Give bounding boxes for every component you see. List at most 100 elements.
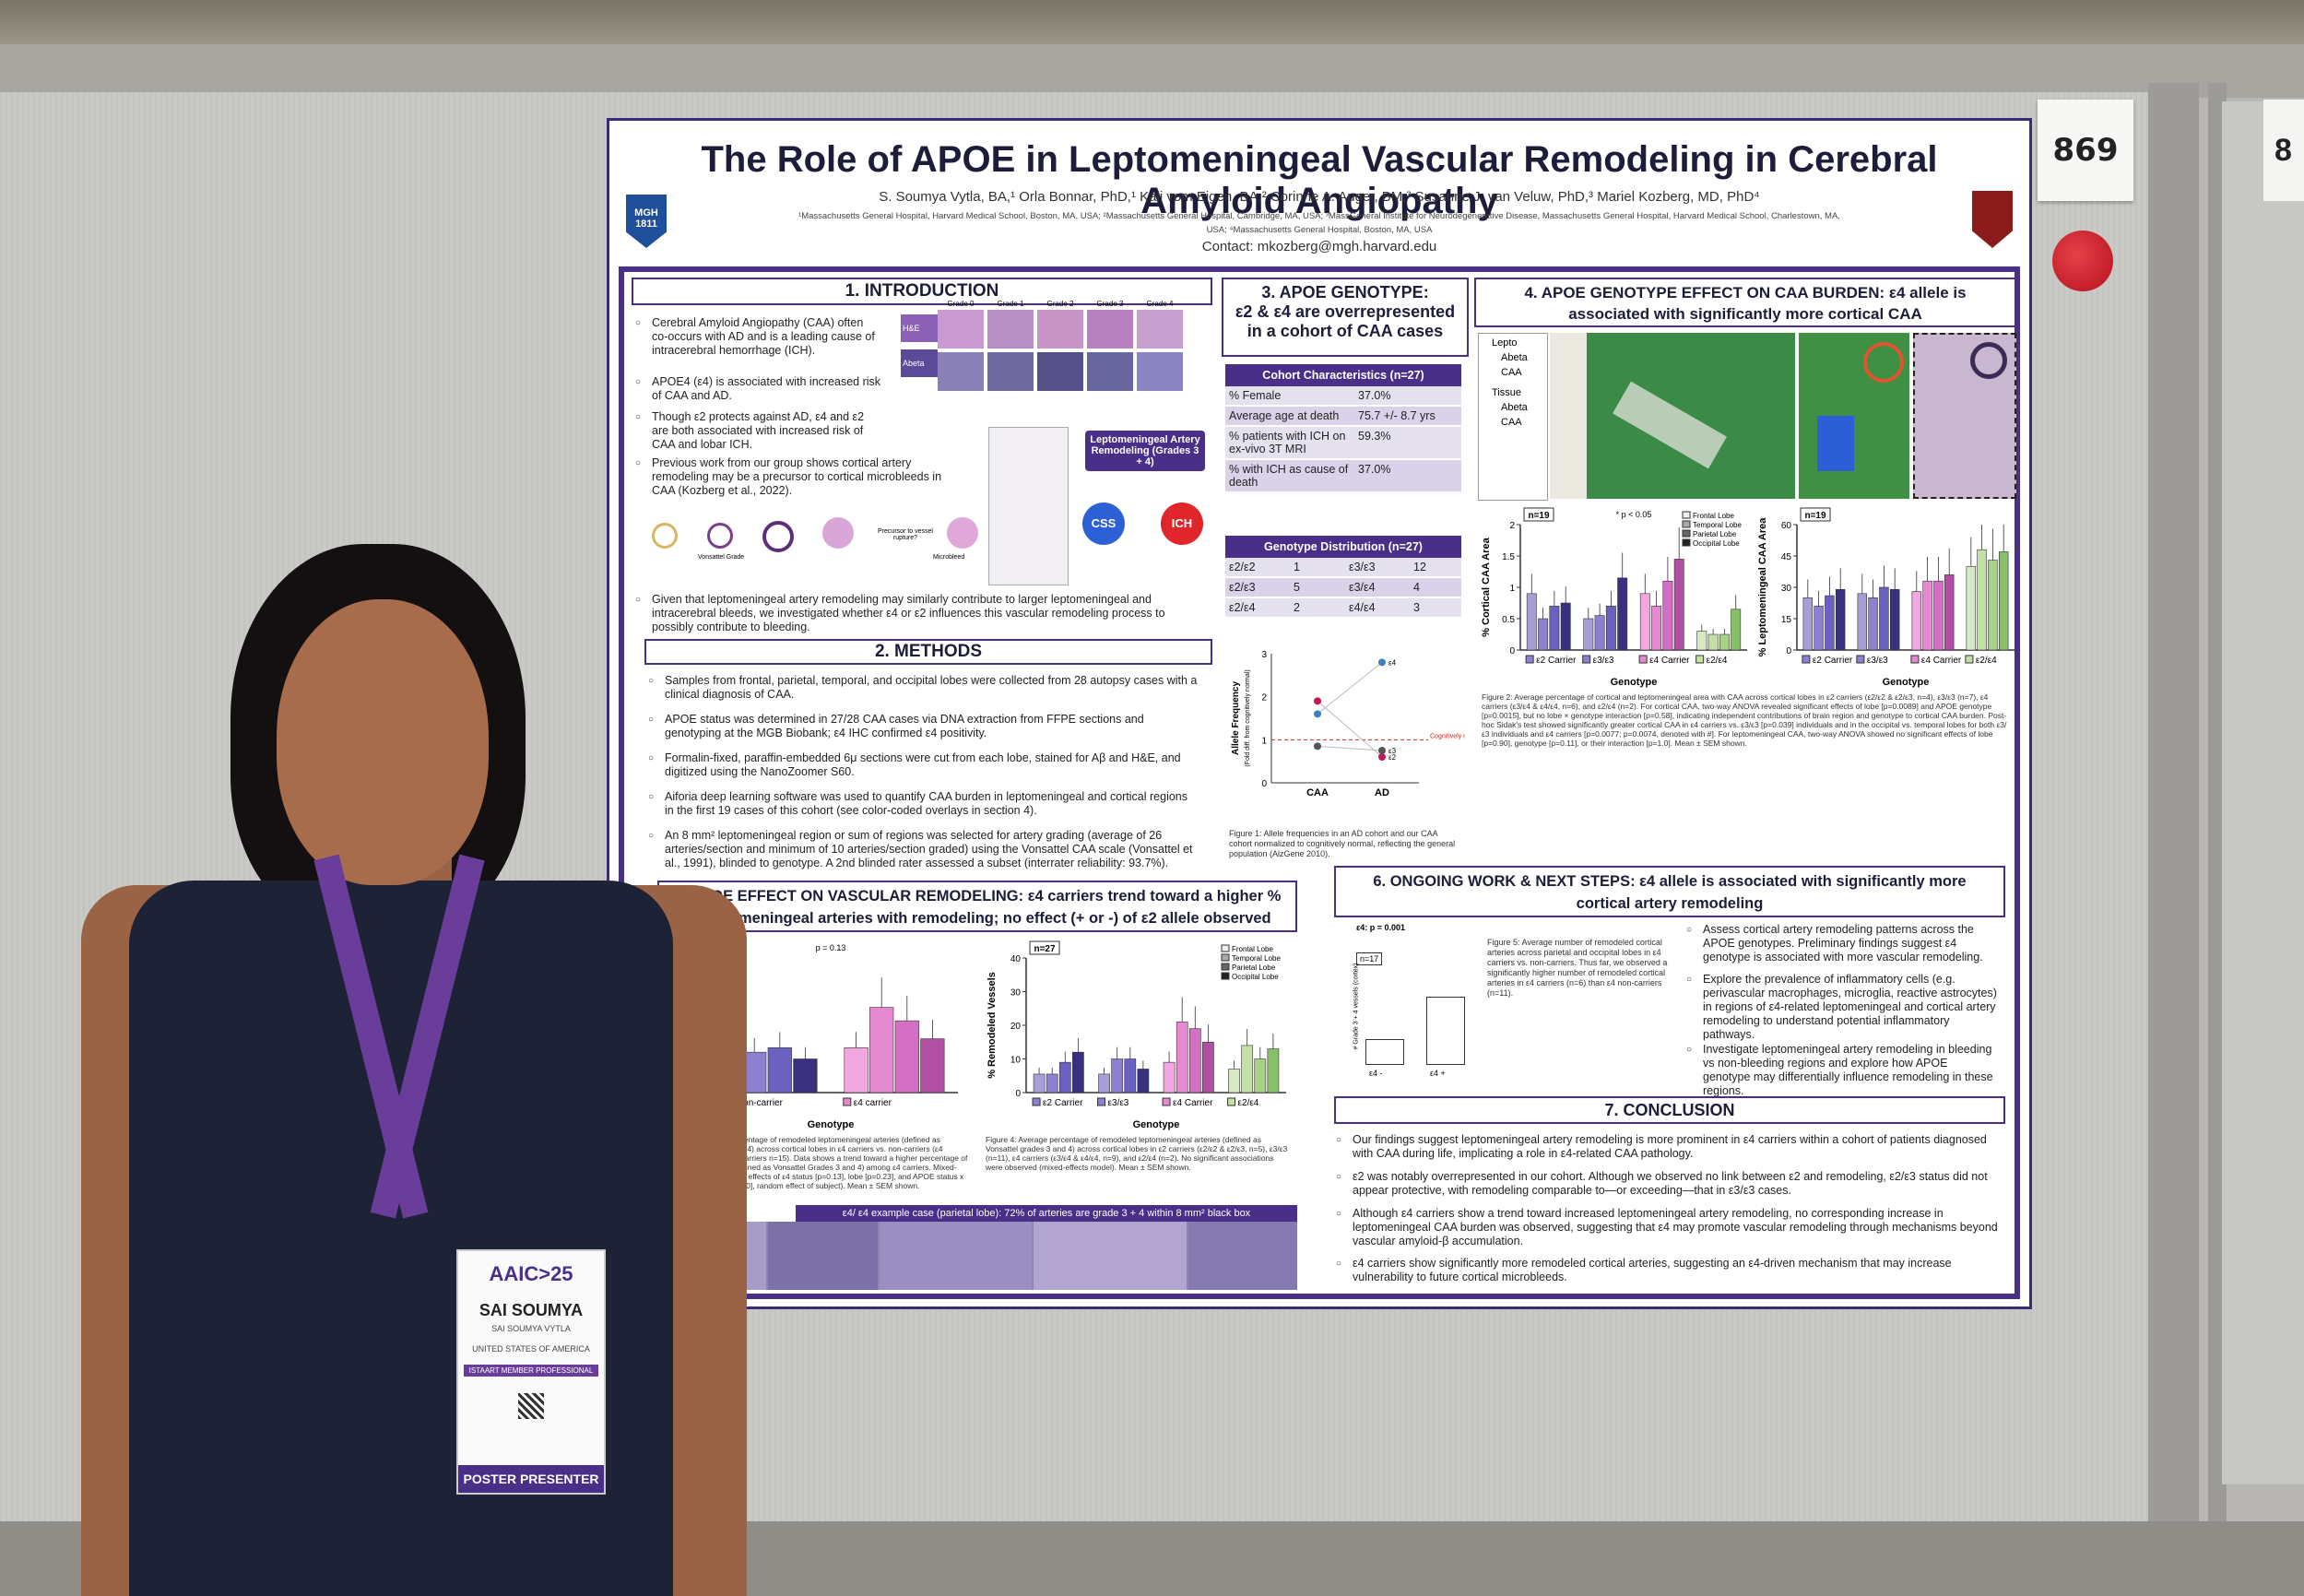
bar xyxy=(1072,1051,1084,1094)
fig5-xcat: ε4 - xyxy=(1369,1069,1383,1078)
legend-label: Frontal Lobe xyxy=(1232,945,1273,953)
bar xyxy=(869,1007,894,1094)
bar xyxy=(1124,1058,1137,1094)
x-axis-label: Genotype xyxy=(1883,677,1930,688)
series-line xyxy=(1317,661,1383,715)
bar xyxy=(1605,606,1616,651)
y-tick-label: 10 xyxy=(1010,1056,1022,1066)
y-tick-label: 2 xyxy=(1509,521,1515,531)
legend-swatch xyxy=(1221,944,1230,952)
bar xyxy=(1058,1061,1071,1094)
bar xyxy=(1922,580,1932,651)
methods-bullet: An 8 mm² leptomeningeal region or sum of… xyxy=(648,829,1199,870)
neighbor-number-card: 8 xyxy=(2263,100,2304,201)
poster: MGH 1811 The Role of APOE in Leptomening… xyxy=(607,118,2032,1309)
bar xyxy=(1673,559,1684,651)
bar xyxy=(1868,597,1878,651)
reference-label: Cognitively normal xyxy=(1430,733,1465,739)
intro-bullet: Given that leptomeningeal artery remodel… xyxy=(635,593,1205,634)
bar xyxy=(1033,1073,1046,1094)
legend-label: Temporal Lobe xyxy=(1693,521,1742,529)
category-swatch xyxy=(1802,655,1811,664)
bar xyxy=(1707,633,1719,651)
n-label: n=27 xyxy=(1034,944,1056,954)
y-tick-label: 40 xyxy=(1010,954,1022,964)
data-point xyxy=(1378,753,1386,761)
n-label: n=19 xyxy=(1804,511,1826,521)
overlay-tree: Lepto Abeta CAA Tissue Abeta CAA xyxy=(1478,333,1548,501)
methods-header: 2. METHODS xyxy=(644,639,1212,665)
x-tick-label: ε2/ε4 xyxy=(1707,656,1728,666)
bar xyxy=(1526,593,1537,651)
legend-swatch xyxy=(1221,963,1230,971)
grade-panels: Grade 0 Grade 1 Grade 2 Grade 3 Grade 4 xyxy=(938,300,1183,391)
poster-body: 1. INTRODUCTION Cerebral Amyloid Angiopa… xyxy=(619,266,2020,1299)
overlay-zoom-image xyxy=(1799,333,1909,499)
y-tick-label: 2 xyxy=(1261,693,1267,703)
y-axis-label: % Cortical CAA Area xyxy=(1481,537,1492,636)
legend-label: Parietal Lobe xyxy=(1232,964,1276,972)
methods-bullet: Formalin-fixed, paraffin-embedded 6μ sec… xyxy=(648,751,1199,779)
bar xyxy=(1998,551,2009,651)
cortical-caa-chart: 0 0.5 1 1.5 2 % Cortical CAA Area Genotype n=19… xyxy=(1481,507,1747,688)
y-tick-label: 45 xyxy=(1781,552,1792,562)
bar xyxy=(1538,618,1549,651)
x-tick-label: AD xyxy=(1375,787,1389,798)
example-case-header: ε4/ ε4 example case (parietal lobe): 72%… xyxy=(796,1205,1297,1222)
genotype-header: 3. APOE GENOTYPE: ε2 & ε4 are overrepres… xyxy=(1222,278,1469,357)
point-label: ε2 xyxy=(1388,753,1397,762)
bar xyxy=(1137,1069,1150,1094)
badge-country: UNITED STATES OF AMERICA xyxy=(472,1344,590,1354)
bar xyxy=(1933,580,1944,651)
fig1-caption: Figure 1: Allele frequencies in an AD co… xyxy=(1229,829,1456,858)
booth-number-card: 869 xyxy=(2038,100,2133,201)
fig5-box-pos xyxy=(1426,997,1465,1065)
bar xyxy=(1046,1073,1058,1094)
n-label: n=19 xyxy=(1528,511,1550,521)
fig4-caption: Figure 4: Average percentage of remodele… xyxy=(986,1135,1288,1172)
n-label-box xyxy=(1800,507,1831,522)
legend-label: Frontal Lobe xyxy=(1693,512,1734,520)
y-tick-label: 1 xyxy=(1509,584,1515,594)
frame-top xyxy=(0,44,2304,98)
category-swatch xyxy=(1965,655,1974,664)
y-tick-label: 20 xyxy=(1010,1022,1022,1032)
category-swatch xyxy=(1162,1097,1171,1106)
burden-header: 4. APOE GENOTYPE EFFECT ON CAA BURDEN: ε… xyxy=(1474,278,2016,327)
y-tick-label: 0 xyxy=(1015,1089,1021,1099)
poster-title: The Role of APOE in Leptomeningeal Vascu… xyxy=(701,139,1938,221)
x-tick-label: ε3/ε3 xyxy=(1593,656,1614,666)
x-tick-label: ε2/ε4 xyxy=(1976,656,1997,666)
badge-full-name: SAI SOUMYA VYTLA xyxy=(491,1324,571,1333)
legend-swatch xyxy=(1682,538,1691,547)
bar xyxy=(1879,586,1889,651)
point-label: ε4 xyxy=(1388,658,1397,667)
category-swatch xyxy=(1227,1097,1236,1106)
conclusion-bullet: ε4 carriers show significantly more remo… xyxy=(1336,1257,1998,1284)
bar xyxy=(1836,588,1846,651)
example-case-images xyxy=(657,1222,1298,1290)
fig5-title: ε4: p = 0.001 xyxy=(1356,923,1406,932)
x-tick-label: ε4 carrier xyxy=(854,1098,892,1108)
legend-label: Temporal Lobe xyxy=(1232,954,1281,963)
bar xyxy=(1639,593,1650,651)
bar xyxy=(1662,580,1673,651)
bar xyxy=(1228,1069,1240,1094)
vonsattel-strip: Vonsattel Grade Precursor to vessel rupt… xyxy=(652,514,978,569)
bar xyxy=(1163,1061,1176,1094)
bar xyxy=(844,1047,868,1094)
y-tick-label: 15 xyxy=(1781,615,1792,625)
vascular-header: 5. APOE EFFECT ON VASCULAR REMODELING: ε… xyxy=(657,881,1297,932)
bar xyxy=(894,1020,919,1094)
x-tick-label: ε4 Carrier xyxy=(1921,656,1962,666)
bar xyxy=(1911,591,1921,651)
poster-authors: S. Soumya Vytla, BA,¹ Orla Bonnar, PhD,¹… xyxy=(879,189,1760,205)
allele-frequency-chart: 0 1 2 3 Cognitively normal Allele Frequency (F… xyxy=(1231,650,1465,798)
booth-number: 869 xyxy=(2052,132,2119,169)
bar xyxy=(1988,560,1998,651)
board-post xyxy=(2148,83,2199,1596)
bar xyxy=(1719,633,1730,651)
y-tick-label: 0.5 xyxy=(1502,615,1515,625)
vonsattel-label: Vonsattel Grade xyxy=(698,554,745,561)
category-swatch xyxy=(1696,655,1705,664)
